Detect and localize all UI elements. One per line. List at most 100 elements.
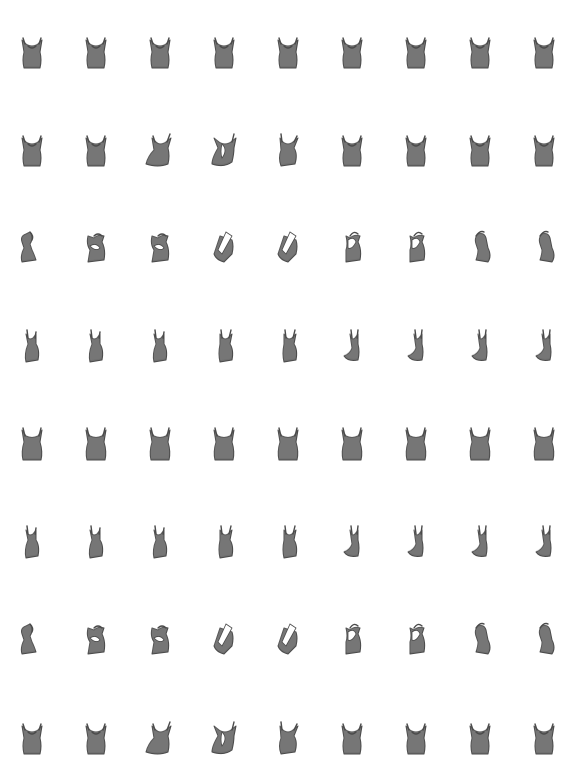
tank-top-sprite bbox=[150, 233, 170, 263]
garment-strap bbox=[358, 37, 362, 45]
garment-body bbox=[85, 429, 107, 461]
garment-strap bbox=[93, 233, 103, 237]
tank-top-sprite bbox=[21, 427, 43, 461]
sprite-frame-r8-c9 bbox=[512, 686, 576, 784]
garment-highlight bbox=[470, 429, 490, 459]
tank-top-sprite bbox=[277, 623, 298, 655]
garment-strap bbox=[406, 427, 410, 437]
sprite-frame-r5-c1 bbox=[0, 392, 64, 490]
sprite-frame-r2-c2 bbox=[64, 98, 128, 196]
sprite-frame-r5-c4 bbox=[192, 392, 256, 490]
sprite-frame-r1-c3 bbox=[128, 0, 192, 98]
sprite-frame-r7-c4 bbox=[192, 588, 256, 686]
garment-body bbox=[149, 429, 171, 461]
garment-body bbox=[343, 333, 360, 361]
garment-strap bbox=[150, 37, 154, 45]
garment-strap bbox=[38, 37, 42, 45]
garment-strap bbox=[284, 525, 287, 535]
garment-highlight bbox=[342, 429, 362, 459]
garment-highlight bbox=[408, 529, 423, 555]
garment-strap bbox=[534, 723, 538, 731]
garment-strap bbox=[414, 525, 417, 535]
tank-top-sprite bbox=[85, 723, 107, 755]
garment-strap bbox=[150, 427, 154, 437]
sprite-frame-r1-c6 bbox=[320, 0, 384, 98]
tank-top-sprite bbox=[152, 525, 168, 559]
tank-top-sprite bbox=[341, 723, 363, 755]
garment-strap bbox=[349, 623, 359, 629]
garment-strap bbox=[347, 731, 357, 735]
garment-strap bbox=[29, 231, 34, 241]
garment-body bbox=[24, 333, 40, 363]
garment-inner-lining bbox=[281, 623, 297, 647]
garment-strap bbox=[157, 625, 167, 629]
garment-strap bbox=[38, 135, 42, 143]
garment-strap bbox=[91, 143, 101, 147]
garment-inner-lining bbox=[217, 231, 233, 255]
garment-strap bbox=[98, 331, 101, 339]
garment-strap bbox=[162, 331, 165, 339]
garment-strap bbox=[422, 135, 426, 143]
garment-body bbox=[471, 333, 488, 361]
garment-strap bbox=[342, 427, 346, 437]
garment-inner-lining bbox=[347, 630, 357, 641]
garment-body bbox=[533, 137, 555, 167]
sprite-frame-r5-c7 bbox=[384, 392, 448, 490]
sprite-frame-r4-c4 bbox=[192, 294, 256, 392]
garment-strap bbox=[231, 721, 235, 731]
garment-strap bbox=[283, 45, 293, 49]
tank-top-sprite bbox=[405, 37, 427, 69]
tank-top-sprite bbox=[343, 329, 360, 361]
garment-strap bbox=[542, 525, 545, 535]
garment-body bbox=[145, 137, 172, 167]
tank-top-sprite bbox=[21, 723, 43, 755]
garment-strap bbox=[534, 37, 538, 45]
garment-highlight bbox=[344, 529, 359, 555]
sprite-frame-r8-c1 bbox=[0, 686, 64, 784]
garment-strap bbox=[539, 731, 549, 735]
tank-top-sprite bbox=[88, 329, 104, 363]
sprite-frame-r3-c3 bbox=[128, 196, 192, 294]
sprite-frame-r2-c5 bbox=[256, 98, 320, 196]
garment-strap bbox=[411, 143, 421, 147]
sprite-frame-r8-c8 bbox=[448, 686, 512, 784]
garment-strap bbox=[475, 143, 485, 147]
garment-body bbox=[279, 725, 299, 755]
garment-body bbox=[282, 529, 298, 559]
garment-body bbox=[469, 39, 491, 69]
tank-top-sprite bbox=[533, 723, 555, 755]
tank-top-sprite bbox=[211, 133, 237, 167]
garment-highlight bbox=[214, 429, 234, 459]
sprite-frame-r3-c2 bbox=[64, 196, 128, 294]
garment-strap bbox=[356, 329, 359, 339]
sprite-frame-r5-c6 bbox=[320, 392, 384, 490]
garment-strap bbox=[406, 135, 410, 143]
sprite-frame-r3-c5 bbox=[256, 196, 320, 294]
tank-top-sprite bbox=[405, 135, 427, 167]
sprite-frame-r1-c1 bbox=[0, 0, 64, 98]
garment-strap bbox=[347, 45, 357, 49]
garment-highlight bbox=[150, 429, 170, 459]
garment-strap bbox=[280, 133, 283, 143]
garment-body bbox=[218, 529, 234, 559]
garment-strap bbox=[350, 329, 353, 339]
garment-highlight bbox=[21, 231, 36, 261]
garment-inner-lining bbox=[281, 231, 297, 255]
garment-strap bbox=[484, 329, 487, 339]
tank-top-sprite bbox=[150, 625, 170, 655]
tank-top-sprite bbox=[469, 427, 491, 461]
garment-highlight bbox=[536, 333, 551, 359]
sprite-frame-r4-c6 bbox=[320, 294, 384, 392]
garment-highlight bbox=[344, 333, 359, 359]
garment-strap bbox=[152, 723, 156, 731]
sprite-frame-r4-c9 bbox=[512, 294, 576, 392]
sprite-frame-r6-c7 bbox=[384, 490, 448, 588]
garment-strap bbox=[26, 525, 29, 535]
garment-strap bbox=[34, 527, 37, 535]
sprite-frame-r7-c5 bbox=[256, 588, 320, 686]
sprite-frame-r5-c9 bbox=[512, 392, 576, 490]
tank-top-sprite bbox=[20, 623, 37, 655]
garment-strap bbox=[484, 525, 487, 535]
garment-inner-lining bbox=[89, 244, 101, 250]
garment-strap bbox=[294, 37, 298, 45]
